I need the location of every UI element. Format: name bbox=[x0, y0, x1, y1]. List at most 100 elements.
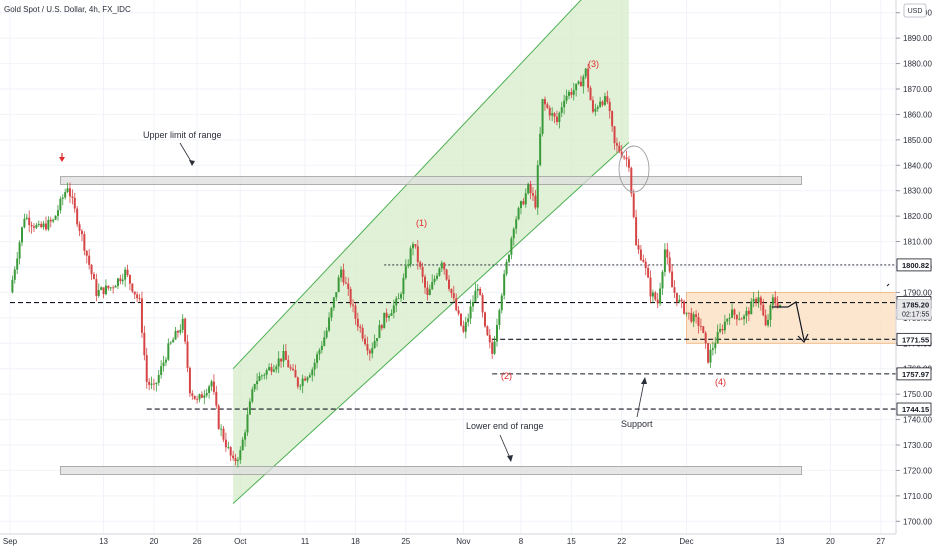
candle-body[interactable] bbox=[529, 183, 532, 194]
candle-body[interactable] bbox=[186, 341, 189, 368]
candle-body[interactable] bbox=[702, 326, 705, 333]
candle-body[interactable] bbox=[13, 269, 16, 280]
candle-body[interactable] bbox=[743, 316, 746, 320]
candle-body[interactable] bbox=[239, 450, 242, 460]
candle-body[interactable] bbox=[76, 208, 79, 225]
candle-body[interactable] bbox=[543, 99, 546, 105]
candle-body[interactable] bbox=[546, 104, 549, 108]
candle-body[interactable] bbox=[349, 288, 352, 305]
candle-body[interactable] bbox=[376, 338, 379, 341]
candle-body[interactable] bbox=[673, 287, 676, 293]
candle-body[interactable] bbox=[289, 367, 292, 369]
candle-body[interactable] bbox=[776, 302, 779, 307]
candle-body[interactable] bbox=[174, 330, 177, 340]
candle-body[interactable] bbox=[227, 447, 230, 448]
candle-body[interactable] bbox=[656, 299, 659, 304]
candle-body[interactable] bbox=[510, 238, 513, 255]
candle-body[interactable] bbox=[330, 307, 333, 318]
current-price-badge[interactable] bbox=[896, 299, 932, 320]
candle-body[interactable] bbox=[162, 362, 165, 367]
candle-body[interactable] bbox=[61, 197, 64, 199]
time-axis-panel[interactable] bbox=[0, 534, 932, 550]
candle-body[interactable] bbox=[196, 399, 199, 401]
candle-body[interactable] bbox=[229, 447, 232, 456]
candle-body[interactable] bbox=[78, 224, 81, 231]
candle-body[interactable] bbox=[750, 301, 753, 315]
candle-body[interactable] bbox=[85, 250, 88, 256]
candle-body[interactable] bbox=[495, 324, 498, 342]
candle-body[interactable] bbox=[270, 367, 273, 372]
candle-body[interactable] bbox=[296, 377, 299, 387]
candle-body[interactable] bbox=[30, 224, 33, 227]
candle-body[interactable] bbox=[476, 288, 479, 291]
candle-body[interactable] bbox=[280, 358, 283, 362]
candle-body[interactable] bbox=[747, 310, 750, 315]
candle-body[interactable] bbox=[224, 439, 227, 448]
candle-body[interactable] bbox=[16, 258, 19, 270]
candle-body[interactable] bbox=[385, 312, 388, 318]
candle-body[interactable] bbox=[498, 310, 501, 325]
candle-body[interactable] bbox=[759, 297, 762, 305]
candle-body[interactable] bbox=[11, 279, 14, 293]
candle-body[interactable] bbox=[191, 393, 194, 396]
candle-body[interactable] bbox=[378, 325, 381, 339]
candle-body[interactable] bbox=[774, 297, 777, 303]
candle-body[interactable] bbox=[467, 318, 470, 323]
candle-body[interactable] bbox=[344, 282, 347, 284]
candle-body[interactable] bbox=[42, 223, 45, 228]
candle-body[interactable] bbox=[448, 279, 450, 289]
candle-body[interactable] bbox=[92, 274, 95, 280]
candle-body[interactable] bbox=[205, 393, 208, 396]
candle-body[interactable] bbox=[594, 108, 597, 112]
candle-body[interactable] bbox=[248, 401, 251, 415]
candle-body[interactable] bbox=[738, 318, 741, 320]
candle-body[interactable] bbox=[474, 290, 477, 302]
candle-body[interactable] bbox=[519, 201, 522, 209]
candle-body[interactable] bbox=[116, 278, 119, 286]
candle-body[interactable] bbox=[66, 188, 69, 193]
candle-body[interactable] bbox=[764, 315, 767, 326]
candle-body[interactable] bbox=[140, 298, 143, 333]
candle-body[interactable] bbox=[131, 283, 134, 292]
candle-body[interactable] bbox=[416, 246, 419, 263]
candle-body[interactable] bbox=[666, 249, 669, 258]
candle-body[interactable] bbox=[136, 294, 139, 299]
candlesticks[interactable] bbox=[11, 63, 782, 468]
candle-body[interactable] bbox=[428, 289, 431, 295]
candle-body[interactable] bbox=[647, 267, 650, 278]
candle-body[interactable] bbox=[320, 345, 323, 350]
candle-body[interactable] bbox=[685, 312, 688, 314]
candle-body[interactable] bbox=[64, 192, 67, 198]
candle-body[interactable] bbox=[589, 87, 592, 101]
candle-body[interactable] bbox=[143, 332, 146, 356]
candle-body[interactable] bbox=[565, 95, 568, 101]
candle-body[interactable] bbox=[138, 298, 141, 299]
candle-body[interactable] bbox=[193, 395, 196, 400]
candle-body[interactable] bbox=[711, 348, 714, 350]
candle-body[interactable] bbox=[133, 291, 136, 295]
candle-body[interactable] bbox=[500, 295, 503, 311]
candle-body[interactable] bbox=[152, 383, 155, 385]
candle-body[interactable] bbox=[347, 283, 350, 289]
candle-body[interactable] bbox=[752, 298, 755, 302]
candle-body[interactable] bbox=[90, 264, 93, 275]
candle-body[interactable] bbox=[265, 370, 268, 375]
candle-body[interactable] bbox=[536, 165, 539, 208]
candle-body[interactable] bbox=[155, 382, 158, 385]
candle-body[interactable] bbox=[755, 298, 758, 303]
candle-body[interactable] bbox=[383, 312, 386, 329]
candle-body[interactable] bbox=[49, 219, 52, 222]
candle-body[interactable] bbox=[680, 299, 683, 302]
candle-body[interactable] bbox=[160, 366, 163, 375]
candle-body[interactable] bbox=[20, 227, 23, 243]
candle-body[interactable] bbox=[433, 278, 436, 282]
candle-body[interactable] bbox=[560, 107, 563, 113]
candle-body[interactable] bbox=[615, 143, 618, 146]
candle-body[interactable] bbox=[301, 378, 304, 386]
candle-body[interactable] bbox=[263, 374, 266, 376]
candle-body[interactable] bbox=[100, 287, 103, 290]
candle-body[interactable] bbox=[54, 215, 57, 220]
candle-body[interactable] bbox=[719, 328, 722, 332]
candle-body[interactable] bbox=[126, 269, 129, 275]
candle-body[interactable] bbox=[469, 306, 472, 319]
